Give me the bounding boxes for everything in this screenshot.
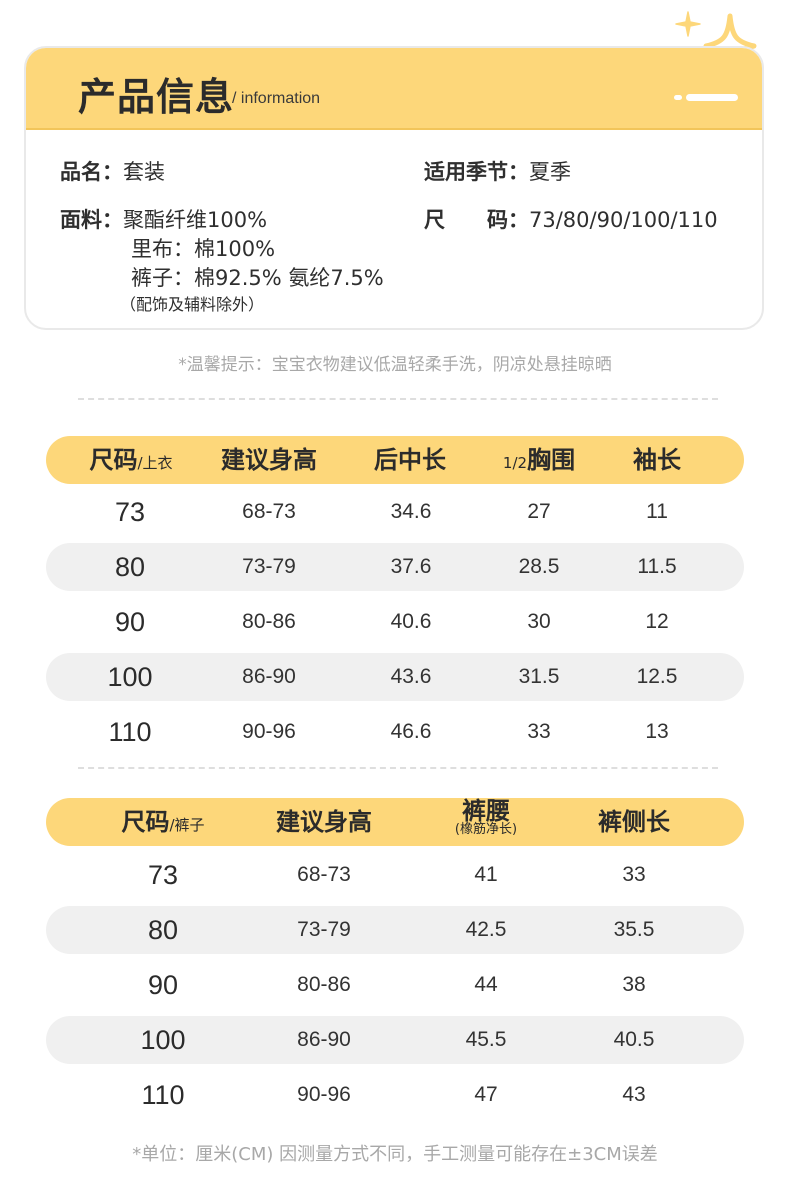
product-info-header: 产品信息 / information [26, 48, 762, 130]
pants-header-height: 建议身高 [276, 808, 372, 836]
cell-chest: 28.5 [518, 555, 560, 578]
size-label: 尺 码： [424, 208, 529, 232]
cell-height: 90-96 [242, 720, 296, 743]
cell-height: 68-73 [242, 500, 296, 523]
top-header-height: 建议身高 [221, 446, 317, 474]
fabric-line-1: 面料：聚酯纤维100% [60, 204, 267, 234]
cell-height: 80-86 [297, 973, 351, 996]
product-info-title: 产品信息 [78, 75, 235, 119]
top-header-length: 后中长 [374, 446, 446, 474]
cell-size: 100 [140, 1025, 186, 1055]
cell-height: 68-73 [297, 863, 351, 886]
cell-side-length: 35.5 [613, 918, 655, 941]
cell-height: 86-90 [297, 1028, 351, 1051]
product-info-card: 产品信息 / information 品名：套装 适用季节：夏季 面料：聚酯纤维… [24, 46, 764, 330]
header-decoration-dot [674, 95, 682, 100]
table-row: 73 68-73 41 33 [46, 851, 744, 899]
pants-header-waist: 裤腰 (橡筋净长) [454, 797, 518, 837]
cell-height: 86-90 [242, 665, 296, 688]
product-sizes: 尺 码：73/80/90/100/110 [424, 204, 718, 234]
top-table-header: 尺码/上衣 建议身高 后中长 1/2胸围 袖长 [46, 436, 744, 484]
cell-size: 80 [147, 915, 179, 945]
cell-waist: 41 [474, 863, 498, 886]
product-season: 适用季节：夏季 [424, 156, 571, 186]
cell-waist: 42.5 [465, 918, 507, 941]
fabric-line-2: 里布：棉100% [131, 237, 276, 261]
cell-size: 110 [141, 1080, 185, 1110]
fabric-label: 面料： [60, 208, 123, 232]
cell-size: 110 [108, 717, 152, 747]
header-decoration-bar [686, 94, 738, 101]
cell-length: 40.6 [390, 610, 432, 633]
cell-size: 80 [114, 552, 146, 582]
table-row: 80 73-79 42.5 35.5 [46, 906, 744, 954]
cell-chest: 33 [527, 720, 551, 743]
fabric-note: （配饰及辅料除外） [120, 295, 265, 314]
pants-header-side-length: 裤侧长 [598, 808, 670, 836]
cell-length: 43.6 [390, 665, 432, 688]
cell-length: 37.6 [390, 555, 432, 578]
table-row: 100 86-90 43.6 31.5 12.5 [46, 653, 744, 701]
cell-side-length: 40.5 [613, 1028, 655, 1051]
care-tip: *温馨提示：宝宝衣物建议低温轻柔手洗，阴凉处悬挂晾晒 [178, 355, 612, 375]
cell-height: 73-79 [242, 555, 296, 578]
cell-sleeve: 13 [645, 720, 669, 743]
cell-sleeve: 12 [645, 610, 669, 633]
top-header-chest: 1/2胸围 [502, 446, 576, 474]
cell-height: 90-96 [297, 1083, 351, 1106]
pants-header-size: 尺码/裤子 [121, 808, 205, 836]
product-name-value: 套装 [123, 160, 165, 184]
season-label: 适用季节： [424, 160, 529, 184]
divider [78, 767, 718, 769]
cell-waist: 45.5 [465, 1028, 507, 1051]
cell-side-length: 33 [622, 863, 646, 886]
cell-size: 73 [147, 860, 179, 890]
cell-height: 73-79 [297, 918, 351, 941]
cell-chest: 31.5 [518, 665, 560, 688]
cell-waist: 44 [474, 973, 498, 996]
cell-size: 100 [107, 662, 153, 692]
cell-side-length: 38 [622, 973, 646, 996]
cell-height: 80-86 [242, 610, 296, 633]
season-value: 夏季 [529, 160, 571, 184]
pants-table-header: 尺码/裤子 建议身高 裤腰 (橡筋净长) 裤侧长 [46, 798, 744, 846]
cell-side-length: 43 [622, 1083, 646, 1106]
table-row: 100 86-90 45.5 40.5 [46, 1016, 744, 1064]
fabric-main: 聚酯纤维100% [123, 208, 268, 232]
cell-length: 34.6 [390, 500, 432, 523]
product-name: 品名：套装 [60, 156, 165, 186]
table-row: 80 73-79 37.6 28.5 11.5 [46, 543, 744, 591]
measurement-footnote: *单位：厘米(CM) 因测量方式不同，手工测量可能存在±3CM误差 [132, 1144, 658, 1165]
top-header-sleeve: 袖长 [633, 446, 681, 474]
size-value: 73/80/90/100/110 [529, 208, 718, 232]
table-row: 110 90-96 46.6 33 13 [46, 708, 744, 756]
divider [78, 398, 718, 400]
fabric-line-3: 裤子：棉92.5% 氨纶7.5% [131, 266, 384, 290]
cell-sleeve: 11.5 [637, 555, 677, 578]
table-row: 90 80-86 40.6 30 12 [46, 598, 744, 646]
top-header-size: 尺码/上衣 [89, 446, 173, 474]
cell-size: 73 [114, 497, 146, 527]
product-info-subtitle: / information [232, 90, 321, 107]
table-row: 90 80-86 44 38 [46, 961, 744, 1009]
table-row: 110 90-96 47 43 [46, 1071, 744, 1119]
cell-size: 90 [147, 970, 179, 1000]
table-row: 73 68-73 34.6 27 11 [46, 488, 744, 536]
cell-sleeve: 11 [646, 500, 668, 523]
cell-chest: 30 [527, 610, 551, 633]
cell-waist: 47 [474, 1083, 498, 1106]
cell-chest: 27 [527, 500, 551, 523]
cell-size: 90 [114, 607, 146, 637]
cell-sleeve: 12.5 [636, 665, 678, 688]
product-name-label: 品名： [60, 160, 123, 184]
cell-length: 46.6 [390, 720, 432, 743]
